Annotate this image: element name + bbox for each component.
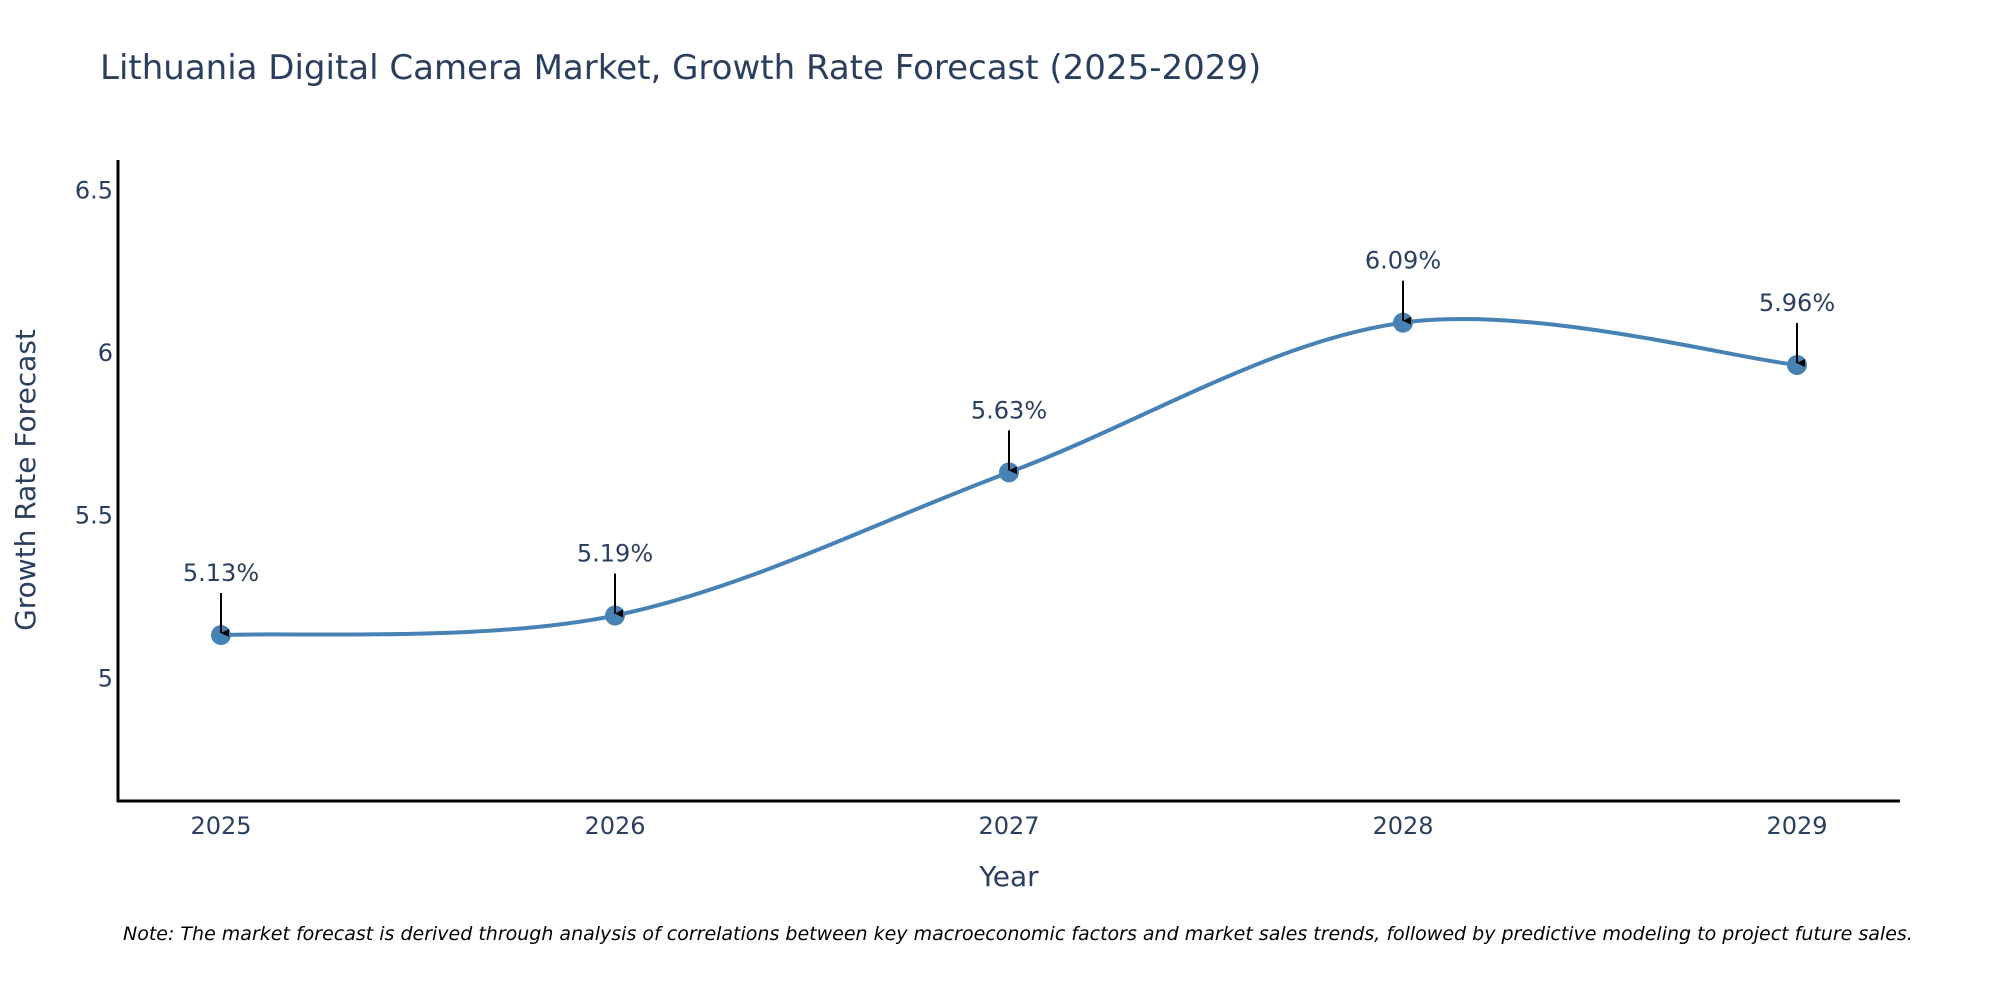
x-tick-label: 2028 bbox=[1372, 812, 1433, 840]
data-label: 5.63% bbox=[971, 396, 1047, 424]
y-axis-ticks: 5 5.5 6 6.5 bbox=[75, 176, 113, 692]
x-axis-ticks: 2025 2026 2027 2028 2029 bbox=[190, 812, 1827, 840]
footnote: Note: The market forecast is derived thr… bbox=[123, 923, 1913, 945]
data-points bbox=[211, 312, 1807, 646]
data-label: 5.19% bbox=[577, 540, 653, 568]
data-label: 5.96% bbox=[1759, 289, 1835, 317]
x-tick-label: 2027 bbox=[978, 812, 1039, 840]
y-tick-label: 5.5 bbox=[75, 502, 113, 530]
data-label: 6.09% bbox=[1365, 247, 1441, 275]
y-tick-label: 6 bbox=[98, 339, 113, 367]
axes bbox=[116, 160, 1900, 803]
annotations: 5.13% 5.19% 5.63% 6.09% 5.96% bbox=[183, 247, 1835, 638]
x-tick-label: 2026 bbox=[584, 812, 645, 840]
y-axis-title: Growth Rate Forecast bbox=[9, 329, 42, 631]
data-label: 5.13% bbox=[183, 559, 259, 587]
x-tick-label: 2029 bbox=[1766, 812, 1827, 840]
y-tick-label: 6.5 bbox=[75, 176, 113, 204]
chart-title: Lithuania Digital Camera Market, Growth … bbox=[100, 48, 1261, 88]
x-tick-label: 2025 bbox=[190, 812, 251, 840]
x-axis-title: Year bbox=[978, 860, 1039, 893]
y-tick-label: 5 bbox=[98, 664, 113, 692]
